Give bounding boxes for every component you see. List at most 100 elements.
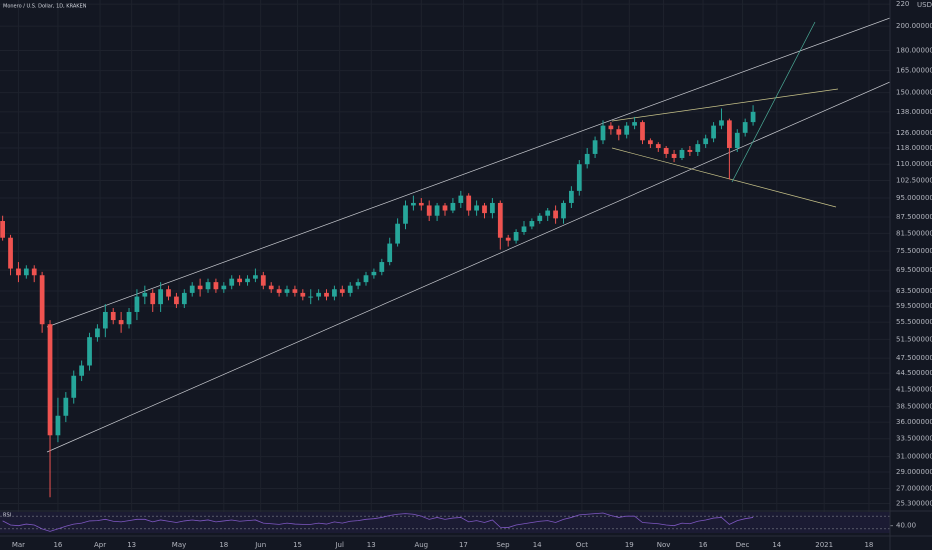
x-tick-label: 13	[127, 541, 136, 549]
candle-body	[245, 278, 250, 283]
y-tick-label: 31.0000000	[896, 453, 932, 461]
candle-body	[126, 311, 132, 325]
x-tick-label: 18	[219, 541, 228, 549]
candle-body	[276, 289, 282, 293]
candle-body	[324, 292, 329, 297]
candle-body	[553, 210, 558, 219]
candle-body	[87, 337, 92, 366]
candle-body	[110, 311, 116, 321]
x-tick-label: Jul	[334, 541, 344, 549]
candle-body	[663, 147, 669, 154]
channel-bottom	[46, 81, 891, 453]
y-tick-label: 118.0000000	[896, 144, 932, 152]
candle-body	[371, 271, 377, 276]
candle-body	[300, 292, 306, 297]
candle-body	[16, 268, 21, 276]
candle-body	[213, 282, 219, 290]
x-tick-label: 16	[53, 541, 62, 549]
x-tick-label: Sep	[496, 541, 510, 549]
candle-body	[703, 138, 709, 145]
y-tick-label: 33.5000000	[896, 435, 932, 443]
candle-body	[750, 111, 756, 123]
candle-body	[0, 221, 6, 238]
candle-body	[55, 415, 61, 436]
candle-body	[671, 153, 677, 158]
y-tick-label: 75.5000000	[896, 247, 932, 255]
y-tick-label: 81.5000000	[896, 229, 932, 237]
currency: USD	[917, 1, 932, 9]
y-tick-label: 126.0000000	[896, 129, 932, 137]
rsi-pane	[0, 512, 890, 533]
y-tick-label: 47.5000000	[896, 354, 932, 362]
trend-lines	[46, 17, 891, 453]
candle-body	[71, 375, 77, 398]
candle-body	[727, 120, 732, 148]
candle-body	[545, 210, 551, 216]
candle-body	[411, 202, 416, 206]
candle-body	[221, 285, 227, 290]
candle-body	[624, 125, 630, 135]
axes: 220 200.0000000 180.0000000 165.0000000 150.…	[12, 0, 932, 549]
candle-body	[458, 195, 464, 203]
rsi-name: RSI	[3, 513, 11, 519]
candle-body	[442, 205, 448, 211]
candle-body	[39, 275, 45, 325]
candle-body	[47, 324, 53, 436]
candle-body	[339, 289, 345, 293]
candle-body	[569, 190, 574, 203]
candle-body	[403, 205, 408, 224]
candle-body	[197, 285, 203, 290]
candle-body	[31, 268, 37, 276]
candle-body	[166, 289, 171, 297]
x-tick-label: 18	[864, 541, 873, 549]
projection	[731, 21, 816, 183]
candle-body	[284, 289, 290, 293]
candle-body	[308, 296, 314, 298]
candle-body	[134, 296, 140, 312]
x-tick-label: 13	[367, 541, 376, 549]
candle-body	[174, 296, 179, 305]
x-tick-label: 16	[699, 541, 708, 549]
candle-body	[237, 278, 242, 283]
candle-body	[742, 122, 748, 133]
x-tick-label: Oct	[576, 541, 588, 549]
candle-body	[655, 144, 661, 148]
triangle-bottom	[611, 147, 837, 208]
candle-body	[379, 262, 385, 272]
y-tick-label: 110.0000000	[896, 160, 932, 168]
candle-body	[142, 292, 148, 297]
rsi-tick-label: 40.00	[896, 522, 916, 530]
y-tick-label: 63.5000000	[896, 287, 932, 295]
candle-body	[632, 122, 637, 126]
y-tick-label: 95.0000000	[896, 194, 932, 202]
candle-body	[584, 153, 590, 165]
y-tick-label: 102.5000000	[896, 177, 932, 185]
candle-body	[95, 328, 100, 338]
candle-body	[592, 140, 598, 154]
candle-body	[332, 289, 337, 297]
candle-body	[426, 205, 432, 216]
x-tick-label: 15	[293, 541, 302, 549]
candle-body	[640, 122, 645, 141]
candle-body	[608, 125, 614, 130]
candle-body	[474, 205, 479, 211]
candle-body	[711, 125, 716, 139]
candle-body	[466, 195, 472, 211]
y-tick-label: 44.5000000	[896, 369, 932, 377]
y-tick-label: 165.0000000	[896, 67, 932, 75]
candle-body	[181, 292, 187, 305]
candle-body	[395, 223, 400, 244]
y-tick-label: 29.0000000	[896, 468, 932, 476]
y-tick-label: 150.0000000	[896, 89, 932, 97]
y-tick-label: 200.0000000	[896, 22, 932, 30]
x-tick-label: May	[172, 541, 186, 549]
candle-body	[363, 275, 369, 283]
candle-body	[513, 232, 519, 241]
candle-body	[490, 202, 495, 214]
y-tick-label: 51.5000000	[896, 335, 932, 343]
y-tick-label: 87.5000000	[896, 213, 932, 221]
channel-top	[46, 17, 891, 328]
rsi-line	[2, 512, 754, 532]
